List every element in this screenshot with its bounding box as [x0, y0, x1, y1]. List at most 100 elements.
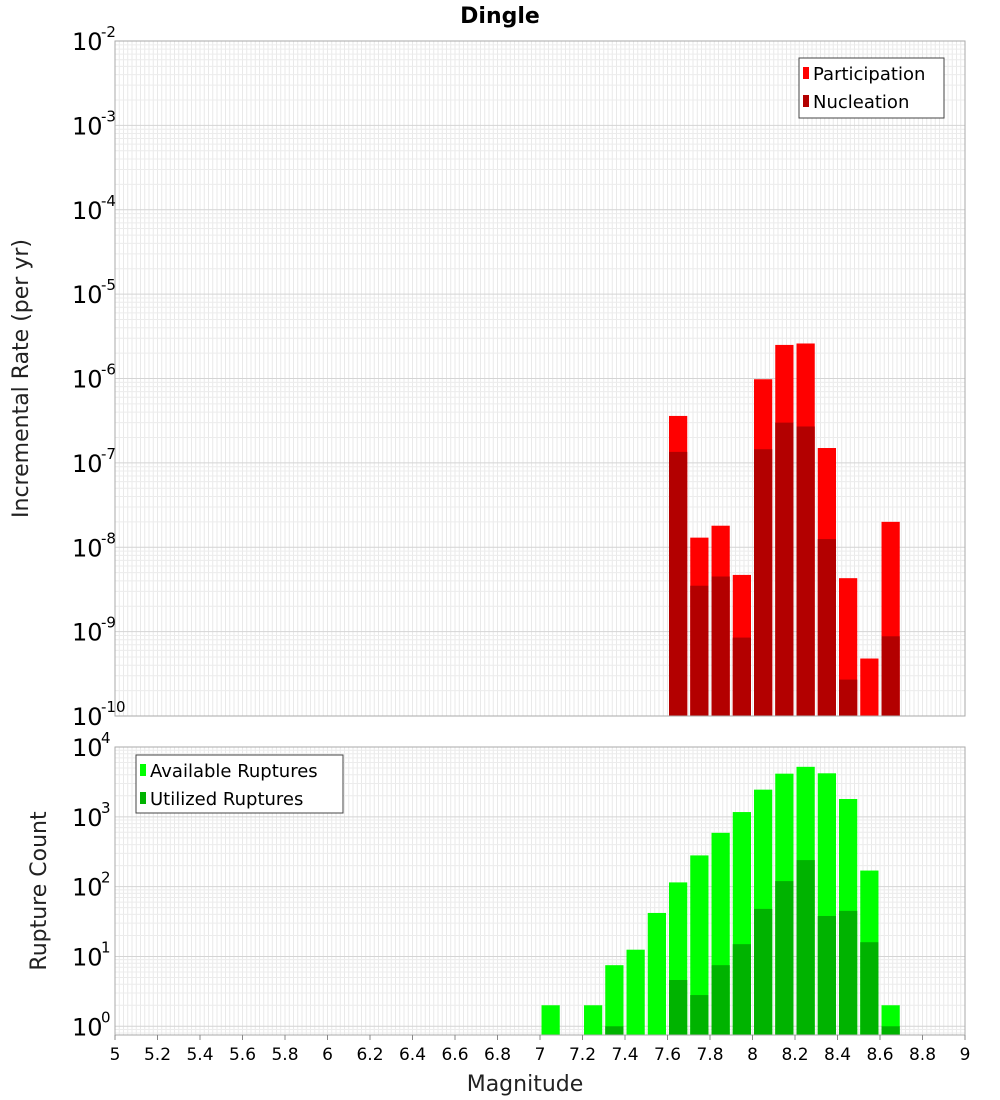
- bar-utilized-ruptures: [605, 1026, 624, 1035]
- bar-participation: [860, 658, 879, 716]
- series-nucleation: [669, 422, 900, 716]
- legend-label: Participation: [813, 64, 925, 85]
- y-tick-base: 10: [72, 874, 103, 902]
- x-tick-label: 6.4: [399, 1045, 426, 1065]
- y-tick-exponent: -7: [101, 445, 116, 463]
- bar-utilized-ruptures: [775, 881, 794, 1035]
- bar-nucleation: [839, 679, 858, 716]
- series-utilized-ruptures: [605, 860, 900, 1035]
- bar-nucleation: [711, 576, 730, 716]
- x-tick-label: 8.4: [824, 1045, 851, 1065]
- y-tick-base: 10: [72, 619, 103, 647]
- bar-available-ruptures: [584, 1005, 603, 1035]
- x-tick-label: 7.8: [696, 1045, 723, 1065]
- y-tick-label: 10-8: [72, 529, 116, 562]
- y-tick-exponent: -4: [101, 192, 116, 210]
- y-tick-base: 10: [72, 450, 103, 478]
- bar-utilized-ruptures: [754, 908, 773, 1035]
- bar-utilized-ruptures: [711, 965, 730, 1035]
- y-tick-exponent: -5: [101, 276, 116, 294]
- bar-utilized-ruptures: [796, 860, 815, 1035]
- bar-nucleation: [690, 585, 709, 716]
- x-tick-label: 7.4: [611, 1045, 638, 1065]
- legend-swatch: [140, 792, 146, 804]
- y-tick-exponent: -9: [101, 614, 116, 632]
- y-tick-base: 10: [72, 1013, 103, 1041]
- y-tick-label: 10-6: [72, 361, 116, 394]
- y-tick-label: 10-2: [72, 23, 116, 56]
- y-tick-exponent: -6: [101, 361, 116, 379]
- y-tick-exponent: 0: [101, 1008, 111, 1026]
- y-tick-exponent: 3: [101, 799, 111, 817]
- bar-utilized-ruptures: [732, 944, 751, 1035]
- legend-box: [798, 57, 945, 119]
- bar-nucleation: [732, 637, 751, 716]
- y-tick-base: 10: [72, 804, 103, 832]
- bar-utilized-ruptures: [817, 915, 836, 1035]
- x-tick-label: 8.6: [866, 1045, 893, 1065]
- x-tick-label: 7.2: [569, 1045, 596, 1065]
- bar-nucleation: [775, 422, 794, 716]
- y-tick-label: 10-5: [72, 276, 116, 309]
- bar-available-ruptures: [626, 949, 645, 1035]
- legend-label: Nucleation: [813, 92, 909, 113]
- bar-nucleation: [754, 449, 773, 716]
- x-tick-label: 8.8: [909, 1045, 936, 1065]
- legend-box: [135, 754, 344, 814]
- bar-available-ruptures: [541, 1005, 560, 1035]
- y-tick-label: 10-4: [72, 192, 116, 225]
- legend-swatch: [803, 95, 809, 107]
- y-tick-label: 101: [72, 938, 111, 971]
- bar-available-ruptures: [690, 855, 709, 1035]
- x-tick-label: 8: [747, 1045, 758, 1065]
- x-tick-label: 6.6: [441, 1045, 468, 1065]
- y-tick-base: 10: [72, 281, 103, 309]
- x-tick-label: 5.8: [271, 1045, 298, 1065]
- x-tick-label: 6.2: [356, 1045, 383, 1065]
- chart-title: Dingle: [460, 4, 540, 29]
- bar-utilized-ruptures: [860, 942, 879, 1035]
- x-tick-label: 5.6: [229, 1045, 256, 1065]
- y-tick-exponent: -10: [101, 698, 126, 716]
- y-tick-label: 10-3: [72, 107, 116, 140]
- y-axis-label: Rupture Count: [27, 811, 52, 971]
- legend: Available Ruptures Utilized Ruptures: [135, 754, 344, 814]
- x-tick-labels: 5 5.2 5.4 5.6 5.8 6 6.2 6.4 6.6 6.8 7 7.2 7.4 7.6 7.8 8…: [110, 1035, 971, 1065]
- legend: Participation Nucleation: [798, 57, 945, 119]
- y-tick-base: 10: [72, 534, 103, 562]
- y-axis-label: Incremental Rate (per yr): [9, 239, 34, 518]
- y-tick-base: 10: [72, 112, 103, 140]
- x-tick-label: 6: [322, 1045, 333, 1065]
- bar-utilized-ruptures: [881, 1026, 900, 1035]
- legend-label: Utilized Ruptures: [150, 789, 303, 810]
- bar-utilized-ruptures: [690, 995, 709, 1035]
- y-tick-exponent: 4: [101, 729, 111, 747]
- bar-available-ruptures: [647, 912, 666, 1035]
- bar-available-ruptures: [605, 965, 624, 1035]
- y-tick-base: 10: [72, 703, 103, 731]
- y-tick-exponent: -2: [101, 23, 116, 41]
- x-tick-label: 5.4: [186, 1045, 213, 1065]
- y-tick-label: 10-9: [72, 614, 116, 647]
- x-tick-label: 5: [110, 1045, 121, 1065]
- y-tick-base: 10: [72, 197, 103, 225]
- x-tick-label: 7.6: [654, 1045, 681, 1065]
- x-tick-label: 9: [960, 1045, 971, 1065]
- y-tick-exponent: 1: [101, 938, 111, 956]
- y-tick-base: 10: [72, 366, 103, 394]
- y-tick-label: 10-7: [72, 445, 116, 478]
- x-tick-label: 5.2: [144, 1045, 171, 1065]
- y-tick-base: 10: [72, 734, 103, 762]
- bar-utilized-ruptures: [669, 980, 688, 1035]
- legend-swatch: [803, 67, 809, 79]
- y-tick-label: 104: [72, 729, 111, 762]
- panel-1: 10-1010-910-810-710-610-510-410-310-2Inc…: [9, 23, 966, 731]
- y-tick-base: 10: [72, 28, 103, 56]
- legend-label: Available Ruptures: [150, 761, 318, 782]
- y-tick-exponent: -3: [101, 107, 116, 125]
- bar-nucleation: [881, 636, 900, 716]
- x-axis-label: Magnitude: [467, 1072, 584, 1097]
- bar-nucleation: [796, 426, 815, 716]
